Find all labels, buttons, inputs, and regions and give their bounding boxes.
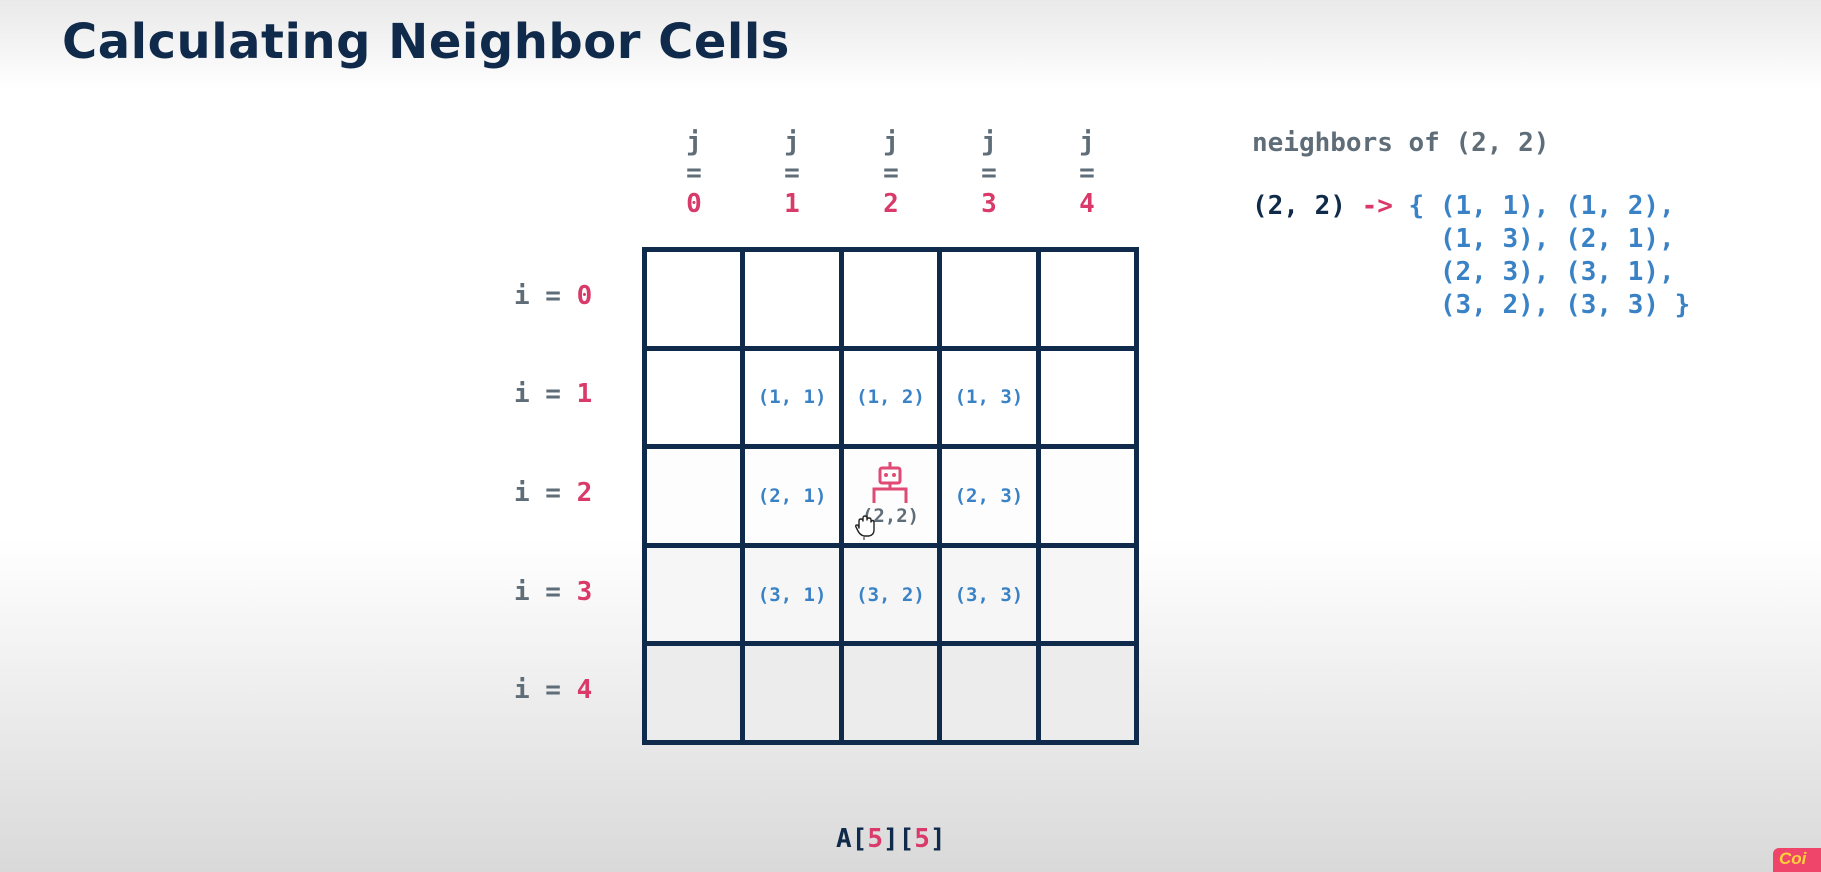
column-header-0: j = 0 [669,127,719,220]
column-eq: = [686,158,702,188]
column-header-4: j = 4 [1062,127,1112,220]
neighbors-heading: neighbors of (2, 2) [1252,128,1550,158]
grid-cell [942,646,1036,740]
grid-cell [647,646,741,740]
row-prefix: i = [514,675,577,705]
row-index: 1 [576,379,593,409]
grid-cell [843,646,938,740]
cell-label: (3, 3) [954,583,1024,606]
grid-cell [647,449,741,543]
row-index: 2 [576,478,593,508]
cell-label: (1, 1) [757,386,827,409]
column-index: 2 [883,189,899,219]
row-prefix: i = [514,577,577,607]
cell-label: (2, 3) [954,484,1024,507]
grid-cell [1040,252,1134,346]
row-label-1: i = 1 [514,379,624,409]
grid-cell [1040,646,1134,740]
row-label-0: i = 0 [514,281,624,311]
column-header-1: j = 1 [767,127,817,220]
row-prefix: i = [514,478,577,508]
cell-label: (3, 2) [856,583,925,606]
expression-key: (2, 2) [1252,191,1346,221]
grid-cell [1040,449,1134,543]
channel-logo: Coi [1773,848,1821,872]
neighbor-set-line: (1, 3), (2, 1), [1408,224,1675,254]
grid-cell-neighbor: (1, 2) [843,350,938,445]
column-index: 1 [784,189,800,219]
cell-label: (3, 1) [757,583,827,606]
column-eq: = [981,158,997,188]
row-prefix: i = [514,281,577,311]
array-dim: 5 [867,824,883,854]
grid-cell [745,646,839,740]
cell-label: (2, 1) [757,484,827,507]
logo-text: Coi [1779,849,1807,868]
row-label-4: i = 4 [514,675,624,705]
column-var: j [784,127,800,157]
column-eq: = [784,158,800,188]
column-header-2: j = 2 [866,127,916,220]
expression-arrow: -> [1361,191,1393,221]
column-header-3: j = 3 [964,127,1014,220]
grid-cell [647,350,741,445]
grid-cell [745,252,839,346]
robot-icon [872,462,908,504]
grid-cell-neighbor: (1, 1) [745,350,839,445]
grid-cell-neighbor: (3, 3) [942,547,1036,642]
grid-cell-neighbor: (1, 3) [942,350,1036,445]
matrix-grid: (1, 1) (1, 2) (1, 3) (2, 1) (2,2) (2, 3)… [642,247,1139,745]
row-index: 3 [576,577,593,607]
neighbors-expression: (2, 2) -> { (1, 1), (1, 2), (2, 2) -> (1… [1252,190,1690,322]
row-prefix: i = [514,379,577,409]
grid-cell-neighbor: (3, 2) [843,547,938,642]
page-title: Calculating Neighbor Cells [62,14,790,70]
column-index: 0 [686,189,702,219]
column-index: 3 [981,189,997,219]
row-label-2: i = 2 [514,478,624,508]
array-dim: 5 [914,824,930,854]
grid-cell-neighbor: (3, 1) [745,547,839,642]
cell-label: (1, 2) [856,386,925,409]
cell-label: (2,2) [861,504,920,527]
column-var: j [1079,127,1095,157]
grid-cell-neighbor: (2, 1) [745,449,839,543]
row-index: 0 [576,281,593,311]
neighbor-set-line: { (1, 1), (1, 2), [1408,191,1675,221]
column-var: j [686,127,702,157]
column-index: 4 [1079,189,1095,219]
array-label: A[5][5] [836,824,946,854]
cell-label: (1, 3) [954,386,1024,409]
grid-cell-current: (2,2) [843,449,938,543]
column-eq: = [1079,158,1095,188]
grid-cell [647,252,741,346]
array-name: A [836,824,852,854]
row-index: 4 [576,675,593,705]
grid-cell [1040,350,1134,445]
hand-cursor-icon [854,515,875,541]
grid-cell [843,252,938,346]
neighbor-set-line: (2, 3), (3, 1), [1408,257,1675,287]
column-var: j [981,127,997,157]
grid-cell [942,252,1036,346]
grid-cell-neighbor: (2, 3) [942,449,1036,543]
column-var: j [883,127,899,157]
neighbor-set-line: (3, 2), (3, 3) } [1408,290,1691,320]
grid-cell [1040,547,1134,642]
column-eq: = [883,158,899,188]
row-label-3: i = 3 [514,577,624,607]
grid-cell [647,547,741,642]
